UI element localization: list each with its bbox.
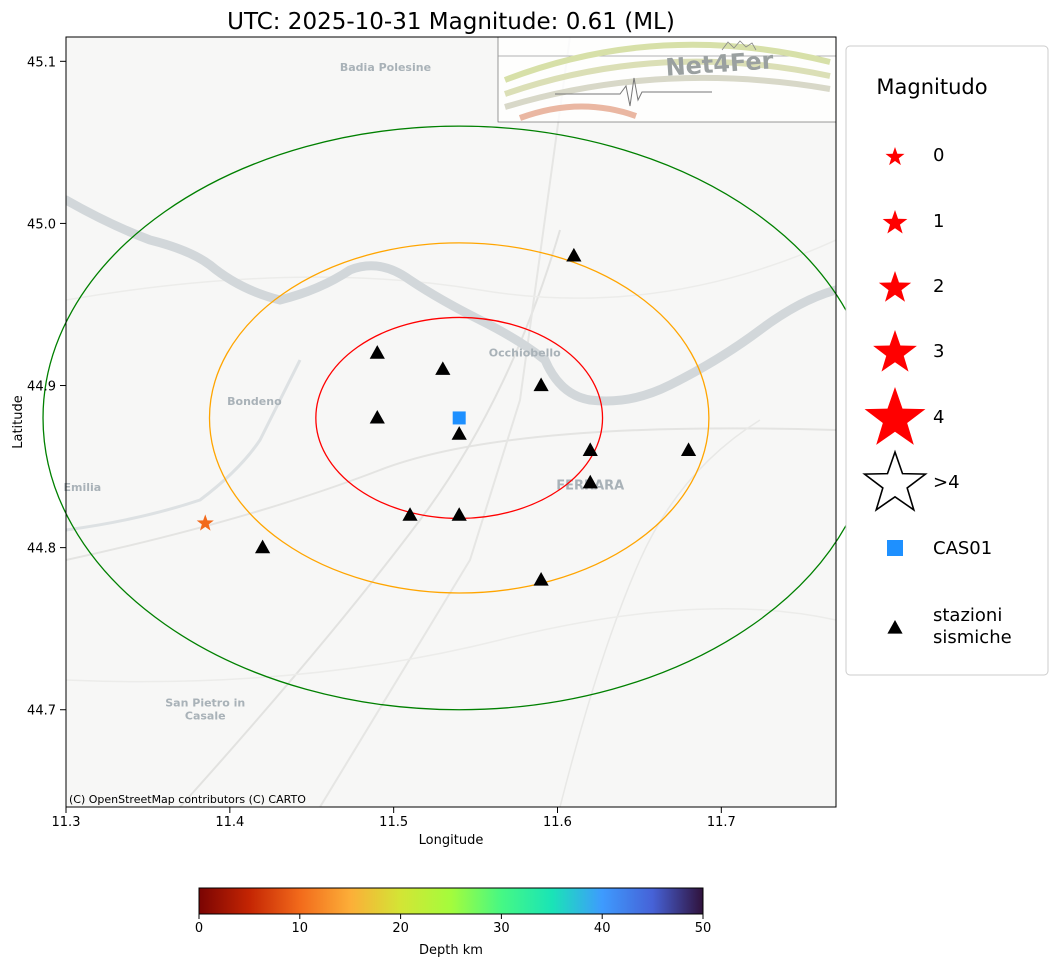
legend-star-marker <box>878 271 912 302</box>
river-secondary <box>66 359 302 532</box>
place-labels: Badia PolesineOcchiobelloBondenoFERRARAE… <box>64 61 625 722</box>
road <box>66 239 836 301</box>
station-triangle-marker <box>566 247 582 262</box>
legend-star-marker <box>885 147 905 166</box>
legend-item-label: 3 <box>933 341 944 362</box>
place-label: San Pietro in <box>165 696 245 709</box>
map-background <box>66 37 836 807</box>
colorbar-tick-label: 30 <box>493 921 510 936</box>
x-tick-label: 11.4 <box>215 815 244 830</box>
basemap-features <box>66 37 836 807</box>
x-tick-label: 11.3 <box>52 815 81 830</box>
colorbar-gradient <box>198 887 704 915</box>
figure-title: UTC: 2025-10-31 Magnitude: 0.61 (ML) <box>227 9 675 35</box>
legend-star-marker <box>882 210 908 234</box>
place-label: Bondeno <box>227 395 282 408</box>
place-label: Casale <box>185 709 226 722</box>
road <box>179 229 561 807</box>
colorbar-tick-label: 40 <box>594 921 611 936</box>
legend-item-label: CAS01 <box>933 538 992 559</box>
legend-star-outline-marker <box>862 449 928 512</box>
road <box>319 37 571 807</box>
x-tick-label: 11.6 <box>543 815 572 830</box>
legend-item-label: sismiche <box>933 627 1012 648</box>
colorbar-tick-label: 20 <box>392 921 409 936</box>
station-triangle-marker <box>369 345 385 359</box>
x-tick-label: 11.7 <box>707 815 736 830</box>
epicenter-star-marker <box>196 514 214 531</box>
station-triangle-marker <box>680 442 697 456</box>
cas01-station-marker <box>452 411 466 425</box>
legend-box <box>845 45 1049 676</box>
colorbar-tick-label: 0 <box>195 921 203 936</box>
road <box>66 608 836 683</box>
seismic-stations <box>254 247 697 586</box>
legend-item-label: 0 <box>933 145 944 166</box>
legend-triangle-marker <box>887 620 903 634</box>
legend-star-marker <box>873 330 917 372</box>
colorbar-tick-label: 50 <box>695 921 712 936</box>
x-tick-label: 11.5 <box>379 815 408 830</box>
range-circle <box>208 242 710 594</box>
colorbar-ticks: 0 10 20 30 40 50 <box>195 914 711 936</box>
x-axis-ticks: 11.3 11.4 11.5 11.6 11.7 <box>52 807 736 830</box>
station-triangle-marker <box>369 409 385 424</box>
y-tick-label: 45.1 <box>27 55 56 70</box>
station-triangle-marker <box>582 442 598 456</box>
y-tick-label: 44.7 <box>27 704 56 719</box>
place-label: Emilia <box>64 481 102 494</box>
station-triangle-marker <box>582 474 598 489</box>
x-axis-label: Longitude <box>419 833 484 848</box>
station-triangle-marker <box>435 361 451 375</box>
map-panel: Badia PolesineOcchiobelloBondenoFERRARAE… <box>11 36 877 848</box>
map-frame <box>65 36 837 808</box>
legend-star-marker <box>864 387 926 445</box>
y-axis-label: Latitude <box>11 395 26 449</box>
y-axis-ticks: 44.7 44.8 44.9 45.0 45.1 <box>27 55 66 719</box>
station-triangle-marker <box>402 507 418 521</box>
y-tick-label: 45.0 <box>27 217 56 232</box>
place-label: Badia Polesine <box>340 61 431 74</box>
station-triangle-marker <box>451 426 467 440</box>
legend-item-label: 1 <box>933 211 944 232</box>
road <box>66 427 836 561</box>
legend-item-label: 2 <box>933 276 944 297</box>
road <box>559 419 761 807</box>
legend-item-label: 4 <box>933 407 944 428</box>
legend-item-label: >4 <box>933 472 960 493</box>
station-triangle-marker <box>533 572 549 586</box>
legend-title: Magnitudo <box>876 75 987 99</box>
y-tick-label: 44.9 <box>27 380 56 395</box>
depth-colorbar: 0 10 20 30 40 50 Depth km <box>195 887 711 958</box>
y-tick-label: 44.8 <box>27 542 56 557</box>
map-attribution: (C) OpenStreetMap contributors (C) CARTO <box>69 793 306 806</box>
station-triangle-marker <box>451 507 467 521</box>
place-label: Occhiobello <box>489 346 561 359</box>
colorbar-tick-label: 10 <box>292 921 309 936</box>
river-po <box>66 195 836 406</box>
legend-square-marker <box>887 540 903 556</box>
legend-item-label: stazioni <box>933 605 1002 626</box>
station-triangle-marker <box>254 539 271 554</box>
station-triangle-marker <box>533 377 549 392</box>
net4fer-logo: Net4Fer <box>497 36 837 123</box>
colorbar-label: Depth km <box>419 943 483 958</box>
